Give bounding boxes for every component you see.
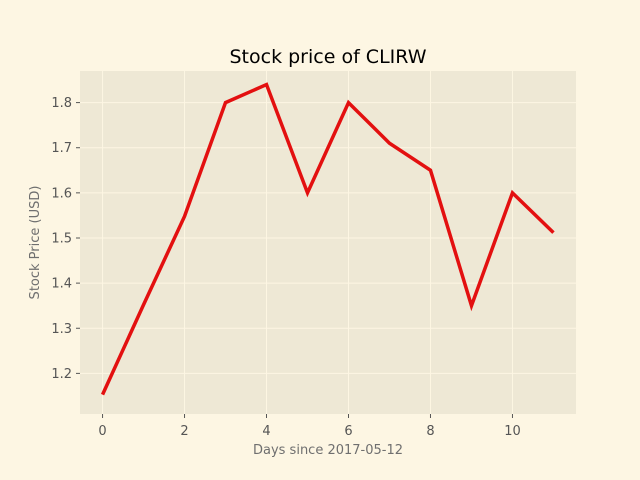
- y-tick-label: 1.2: [51, 367, 72, 382]
- x-tick-label: 4: [262, 424, 270, 439]
- y-axis-label: Stock Price (USD): [28, 186, 43, 300]
- x-tick-label: 6: [344, 424, 352, 439]
- y-tick-label: 1.3: [51, 322, 72, 337]
- x-axis-label: Days since 2017-05-12: [253, 443, 403, 458]
- series-layer: [100, 82, 555, 396]
- y-tick-label: 1.8: [51, 96, 72, 111]
- x-tick-label: 2: [180, 424, 188, 439]
- x-axis-ticks: 0 2 4 6 8 10: [98, 414, 521, 439]
- plot-area: [80, 71, 576, 414]
- y-tick-label: 1.6: [51, 186, 72, 201]
- y-tick-label: 1.5: [51, 231, 72, 246]
- chart-title: Stock price of CLIRW: [230, 46, 427, 68]
- x-tick-label: 10: [504, 424, 521, 439]
- y-tick-label: 1.4: [51, 277, 72, 292]
- y-tick-label: 1.7: [51, 141, 72, 156]
- y-axis-ticks: 1.2 1.3 1.4 1.5 1.6 1.7 1.8: [51, 96, 80, 382]
- price-line: [100, 82, 555, 396]
- grid-lines: [80, 71, 576, 414]
- x-tick-label: 0: [98, 424, 106, 439]
- x-tick-label: 8: [426, 424, 434, 439]
